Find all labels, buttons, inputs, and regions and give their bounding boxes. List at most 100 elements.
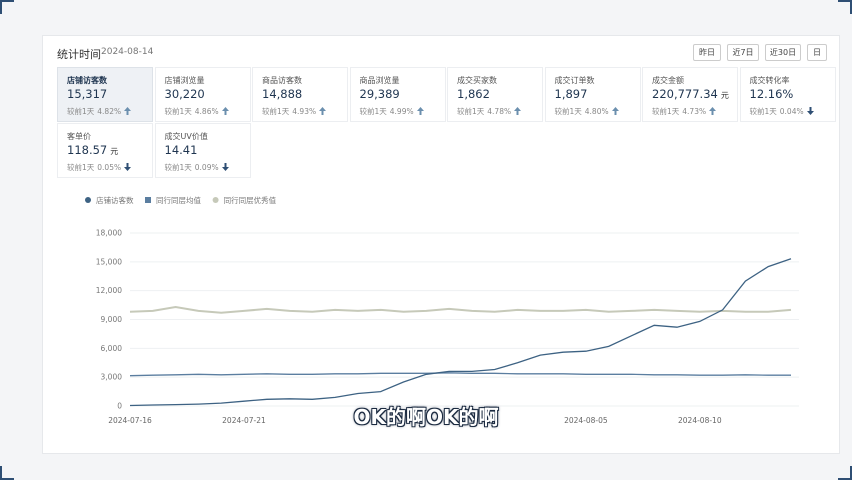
metric-value: 29,389 bbox=[359, 87, 400, 101]
panel: 统计时间 2024-08-14 昨日 近7日 近30日日店铺访客数 15,317 较前1… bbox=[42, 35, 840, 454]
y-tick-label: 9,000 bbox=[101, 315, 123, 324]
arrow-shape bbox=[319, 107, 327, 115]
metric-value: 30,220 bbox=[164, 87, 205, 101]
compare-label: 较前1天 bbox=[359, 107, 387, 116]
compare-label: 较前1天 bbox=[652, 107, 680, 116]
metric-value-row: 29,389 bbox=[360, 87, 400, 101]
video-subtitle: OK的啊OK的啊 bbox=[353, 405, 499, 429]
metric-card[interactable]: 店铺访客数 15,317 较前1天 4.82% bbox=[57, 67, 153, 122]
compare-label: 较前1天 bbox=[749, 107, 777, 116]
trend-arrow bbox=[319, 107, 327, 115]
metric-compare-row: 较前1天 4.78% bbox=[457, 106, 522, 117]
metric-compare-row: 较前1天 4.73% bbox=[652, 106, 717, 117]
y-tick-label: 12,000 bbox=[96, 286, 122, 295]
metric-value: 1,862 bbox=[457, 87, 490, 101]
y-tick-label: 3,000 bbox=[101, 373, 123, 382]
trend-arrow bbox=[416, 107, 424, 115]
metric-value: 12.16% bbox=[749, 87, 794, 101]
trend-arrow bbox=[611, 107, 619, 115]
series-line bbox=[129, 258, 792, 407]
compare-label: 较前1天 bbox=[164, 163, 192, 172]
metric-name: 成交转化率 bbox=[749, 76, 790, 85]
corner-mark bbox=[838, 466, 852, 480]
arrow-shape bbox=[124, 107, 132, 115]
metric-name: 商品浏览量 bbox=[359, 76, 400, 85]
legend-label: 同行同层均值 bbox=[156, 195, 201, 205]
legend-marker bbox=[145, 197, 151, 203]
compare-label: 较前1天 bbox=[67, 163, 95, 172]
header-title: 统计时间 bbox=[57, 48, 101, 61]
series-line bbox=[129, 305, 792, 314]
metric-value-row: 15,317 bbox=[67, 87, 107, 101]
date-button[interactable]: 近7日 bbox=[727, 44, 759, 61]
metric-value-row: 1,862 bbox=[457, 87, 490, 101]
legend-marker bbox=[212, 197, 219, 203]
legend-label: 店铺访客数 bbox=[96, 195, 134, 205]
metric-name: 商品访客数 bbox=[262, 76, 302, 85]
metric-card[interactable]: 成交UV价值 14.41 较前1天 0.09% bbox=[154, 123, 251, 178]
metric-card[interactable]: 客单价 118.57 元较前1天 0.05% bbox=[57, 123, 153, 178]
metric-value-row: 220,777.34 元 bbox=[652, 87, 729, 101]
metric-card[interactable]: 商品浏览量 29,389 较前1天 4.99% bbox=[349, 67, 446, 122]
change-value: 4.80% bbox=[584, 107, 609, 116]
metric-value: 220,777.34 bbox=[652, 87, 718, 101]
series-line bbox=[129, 372, 791, 377]
y-tick-label: 0 bbox=[117, 402, 122, 411]
metric-unit: 元 bbox=[720, 91, 729, 100]
metric-compare-row: 较前1天 4.86% bbox=[165, 106, 229, 117]
arrow-shape bbox=[611, 107, 619, 115]
compare-label: 较前1天 bbox=[457, 107, 485, 116]
metric-compare-row: 较前1天 4.99% bbox=[360, 106, 424, 117]
change-value: 4.73% bbox=[682, 107, 707, 116]
metric-card[interactable]: 商品访客数 14,888 较前1天 4.93% bbox=[252, 67, 348, 122]
metric-value: 14,888 bbox=[262, 87, 303, 101]
metric-value-row: 14,888 bbox=[262, 87, 302, 101]
y-tick-label: 18,000 bbox=[96, 229, 122, 238]
change-value: 0.05% bbox=[97, 163, 122, 172]
metric-name: 成交订单数 bbox=[554, 76, 595, 85]
trend-arrow bbox=[806, 107, 814, 115]
metric-value: 15,317 bbox=[67, 87, 108, 101]
y-tick-label: 6,000 bbox=[101, 344, 123, 353]
corner-mark bbox=[838, 0, 852, 14]
metric-value-row: 14.41 bbox=[165, 143, 198, 157]
metric-value-row: 30,220 bbox=[165, 87, 205, 101]
date-button[interactable]: 近30日 bbox=[765, 44, 801, 61]
date-button[interactable]: 日 bbox=[807, 44, 827, 61]
trend-arrow bbox=[124, 107, 132, 115]
compare-label: 较前1天 bbox=[554, 107, 582, 116]
metric-compare-row: 较前1天 0.04% bbox=[750, 106, 814, 117]
metric-compare-row: 较前1天 4.82% bbox=[67, 106, 132, 117]
metric-card[interactable]: 成交转化率 12.16% 较前1天 0.04% bbox=[739, 67, 836, 122]
compare-label: 较前1天 bbox=[164, 107, 192, 116]
metric-card[interactable]: 成交订单数 1,897 较前1天 4.80% bbox=[544, 67, 641, 122]
trend-arrow bbox=[221, 163, 229, 171]
metric-name: 客单价 bbox=[67, 132, 91, 141]
arrow-shape bbox=[221, 107, 229, 115]
metric-card[interactable]: 成交买家数 1,862 较前1天 4.78% bbox=[447, 67, 543, 122]
metric-value-row: 12.16% bbox=[750, 87, 794, 101]
corner-mark bbox=[0, 0, 14, 14]
arrow-shape bbox=[806, 107, 814, 115]
trend-arrow bbox=[709, 107, 717, 115]
change-value: 4.99% bbox=[389, 107, 414, 116]
metric-compare-row: 较前1天 4.93% bbox=[262, 106, 327, 117]
arrow-shape bbox=[514, 107, 522, 115]
date-button[interactable]: 昨日 bbox=[693, 44, 721, 61]
change-value: 4.82% bbox=[97, 107, 122, 116]
arrow-shape bbox=[221, 163, 229, 171]
metric-value: 1,897 bbox=[554, 87, 588, 101]
metric-compare-row: 较前1天 4.80% bbox=[555, 106, 619, 117]
metric-compare-row: 较前1天 0.09% bbox=[165, 162, 229, 173]
arrow-shape bbox=[709, 107, 717, 115]
metric-card[interactable]: 店铺浏览量 30,220 较前1天 4.86% bbox=[154, 67, 251, 122]
legend-marker bbox=[85, 197, 91, 203]
change-value: 0.04% bbox=[779, 107, 804, 116]
metric-card[interactable]: 成交金额 220,777.34 元较前1天 4.73% bbox=[642, 67, 738, 122]
y-tick-label: 15,000 bbox=[96, 257, 122, 266]
legend-label: 同行同层优秀值 bbox=[224, 195, 277, 205]
x-tick-label: 2024-07-16 bbox=[108, 416, 152, 425]
metric-name: 成交金额 bbox=[652, 76, 684, 85]
